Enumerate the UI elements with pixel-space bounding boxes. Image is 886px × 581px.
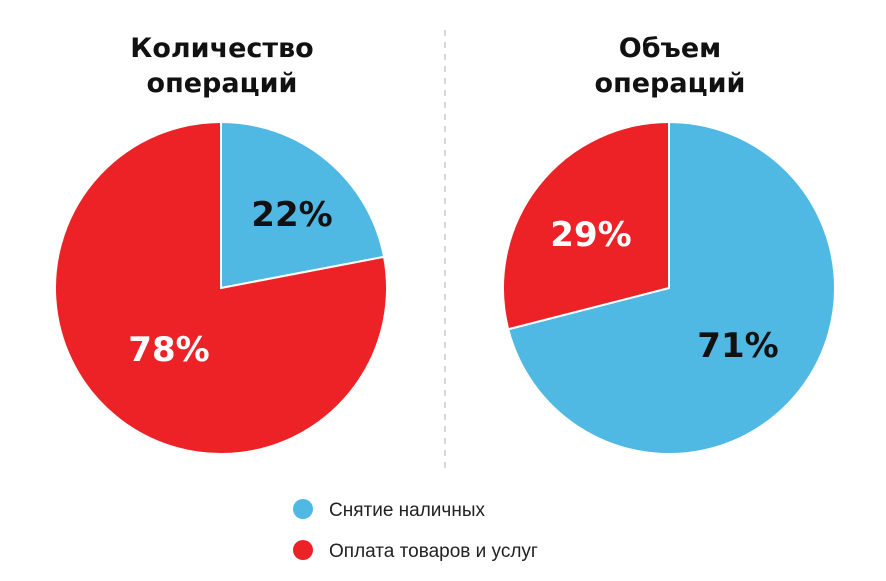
left-pie-chart xyxy=(54,120,388,455)
right-chart-title-line2: операций xyxy=(595,68,746,99)
legend-swatch-cash xyxy=(293,499,313,519)
left-pie-slice-cash xyxy=(220,120,386,290)
right-pie-label-cash: 71% xyxy=(697,326,778,366)
legend-label-purchases: Оплата товаров и услуг xyxy=(329,541,538,562)
legend: Снятие наличных Оплата товаров и услуг xyxy=(293,499,538,562)
right-chart-title-line1: Объем xyxy=(619,33,721,64)
left-pie-label-purchases: 78% xyxy=(128,330,209,370)
right-pie-chart xyxy=(502,120,836,455)
left-pie-label-cash: 22% xyxy=(251,195,332,235)
left-chart-title-line1: Количество xyxy=(130,33,313,64)
legend-swatch-purchases xyxy=(293,540,313,560)
right-pie-slice-purchases xyxy=(502,120,670,331)
left-chart-title-line2: операций xyxy=(147,68,298,99)
left-pie-slice-purchases xyxy=(54,120,388,455)
right-pie-slice-cash xyxy=(506,120,836,455)
legend-label-cash: Снятие наличных xyxy=(329,500,485,521)
right-pie-label-purchases: 29% xyxy=(550,215,631,255)
